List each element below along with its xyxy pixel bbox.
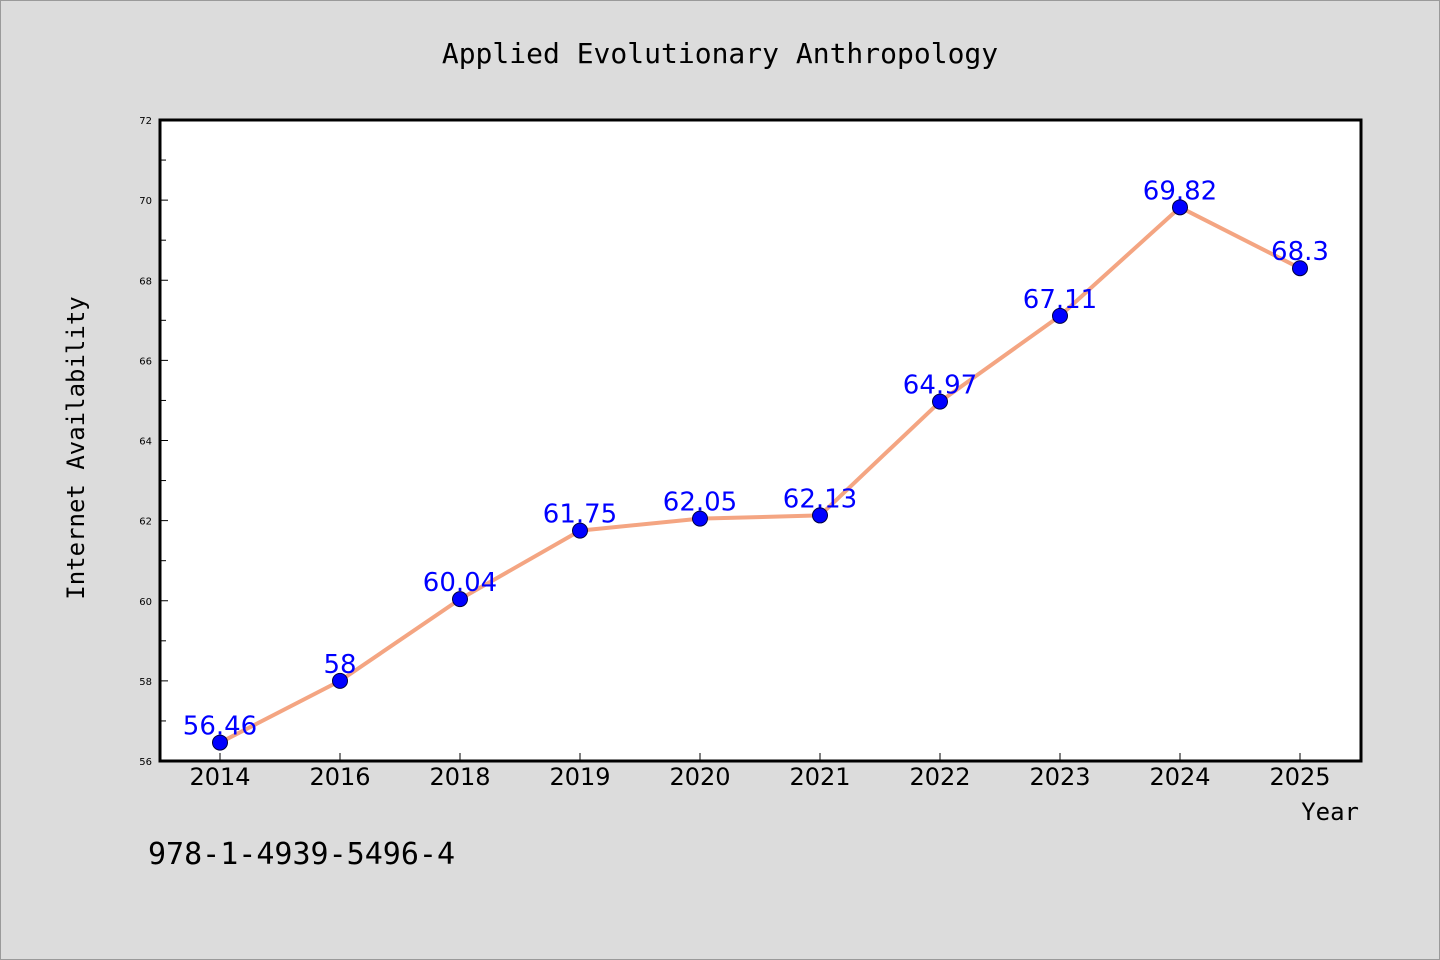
data-point bbox=[452, 591, 468, 608]
data-label: 67.11 bbox=[1023, 285, 1097, 315]
x-tick-label: 2022 bbox=[909, 763, 970, 791]
chart-title: Applied Evolutionary Anthropology bbox=[442, 37, 998, 70]
data-point bbox=[212, 734, 228, 751]
x-tick-label: 2021 bbox=[789, 763, 850, 791]
y-tick-label: 62 bbox=[139, 517, 152, 528]
data-point bbox=[812, 507, 828, 524]
x-tick-label: 2018 bbox=[429, 763, 490, 791]
data-label: 68.3 bbox=[1271, 237, 1329, 267]
y-tick-label: 56 bbox=[139, 757, 152, 768]
x-tick-label: 2014 bbox=[189, 763, 250, 791]
x-tick-label: 2016 bbox=[309, 763, 370, 791]
data-label: 62.13 bbox=[783, 484, 857, 514]
data-label: 58 bbox=[323, 650, 356, 680]
x-tick-label: 2020 bbox=[669, 763, 730, 791]
isbn-text: 978-1-4939-5496-4 bbox=[148, 837, 455, 872]
y-tick-label: 68 bbox=[139, 276, 152, 287]
y-tick-label: 58 bbox=[139, 677, 152, 688]
data-point bbox=[572, 522, 588, 539]
y-tick-label: 60 bbox=[139, 597, 152, 608]
x-axis-label: Year bbox=[1301, 798, 1359, 826]
data-point bbox=[1052, 307, 1068, 324]
data-label: 61.75 bbox=[543, 500, 617, 530]
x-tick-label: 2019 bbox=[549, 763, 610, 791]
y-tick-label: 64 bbox=[139, 437, 152, 448]
data-labels: 56.46 58 60.04 61.75 62.05 62.13 64.97 67.11 69.… bbox=[183, 176, 1329, 741]
x-tick-label: 2025 bbox=[1269, 763, 1330, 791]
data-label: 64.97 bbox=[903, 371, 977, 401]
data-point bbox=[692, 510, 708, 527]
x-tick-label: 2024 bbox=[1149, 763, 1210, 791]
data-point bbox=[932, 393, 948, 410]
y-tick-label: 72 bbox=[139, 116, 152, 127]
data-point bbox=[1172, 199, 1188, 216]
data-label: 62.05 bbox=[663, 488, 737, 518]
x-tick-label: 2023 bbox=[1029, 763, 1090, 791]
data-label: 60.04 bbox=[423, 568, 497, 598]
y-tick-label: 66 bbox=[139, 356, 152, 367]
series-line bbox=[219, 205, 1301, 745]
data-label: 56.46 bbox=[183, 712, 257, 742]
data-label: 69.82 bbox=[1143, 176, 1217, 206]
data-point bbox=[1292, 260, 1308, 277]
y-tick-label: 70 bbox=[139, 196, 152, 207]
data-point bbox=[332, 672, 348, 689]
y-axis-label: Internet Availability bbox=[62, 296, 90, 599]
y-axis: 56 58 60 62 64 66 68 70 72 bbox=[139, 116, 168, 768]
series-layer bbox=[212, 199, 1308, 751]
x-axis: 2014 2016 2018 2019 2020 2021 2022 2023 2024 2025 bbox=[189, 753, 1331, 791]
